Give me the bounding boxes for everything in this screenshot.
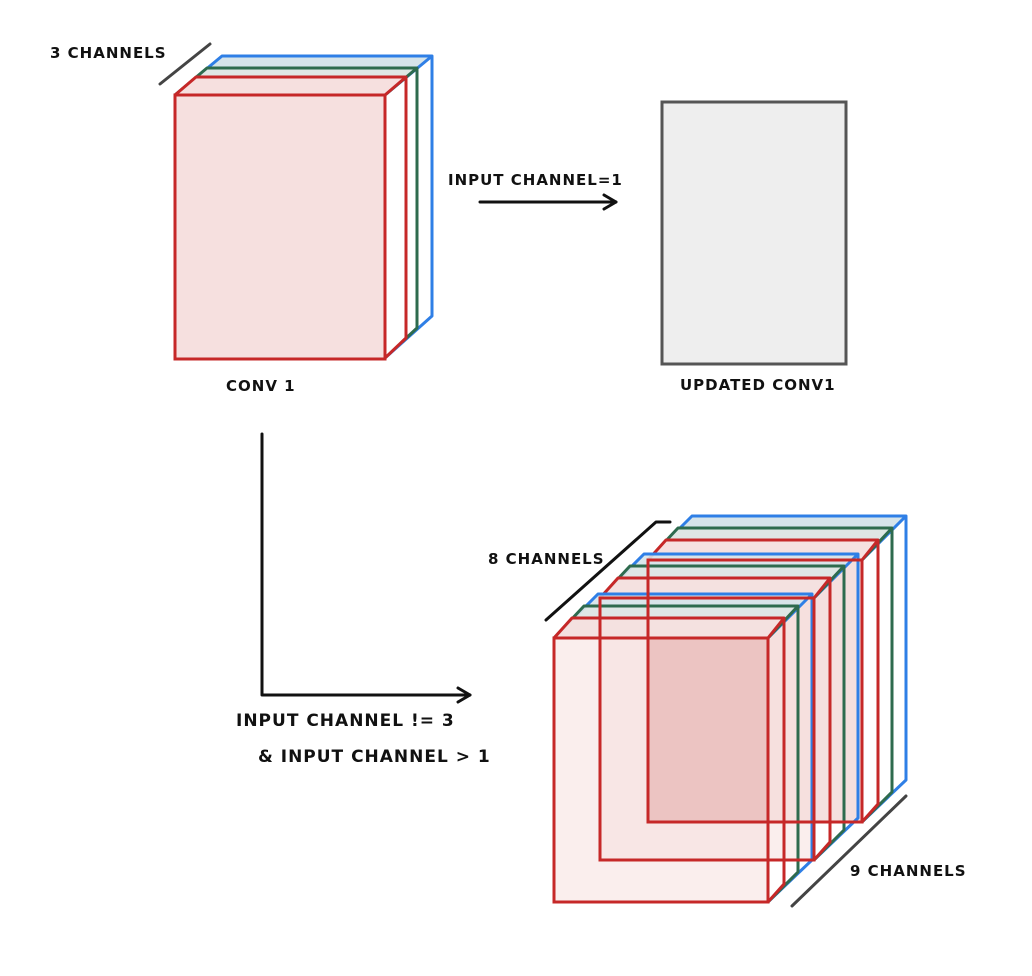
updated-conv1-label: UPDATED CONV1 <box>680 376 836 394</box>
conv1-channel-red <box>173 75 408 361</box>
conv1-label: CONV 1 <box>226 377 296 395</box>
bottom-condition-line1: INPUT CHANNEL != 3 <box>236 711 455 731</box>
middle-outline-top <box>598 596 816 862</box>
top-channels-label: 3 CHANNELS <box>50 44 167 62</box>
arrow-right-label: INPUT CHANNEL=1 <box>448 171 623 189</box>
right-channels-label: 9 CHANNELS <box>850 862 967 880</box>
mid-channels-label: 8 CHANNELS <box>488 550 605 568</box>
overlap-shade <box>648 638 768 822</box>
overlap-shade-outline <box>646 558 864 824</box>
conv1-block <box>158 42 434 361</box>
conv1-depth-bracket <box>158 42 212 86</box>
bottom-condition-line2: & INPUT CHANNEL > 1 <box>258 747 491 767</box>
expanded-conv-block <box>544 514 908 908</box>
front-outline-top <box>552 636 770 904</box>
updated-conv1-block <box>660 100 848 366</box>
depth-bracket-9 <box>790 794 908 908</box>
depth-bracket-8 <box>544 520 672 622</box>
arrow-l-shaped <box>260 432 472 704</box>
